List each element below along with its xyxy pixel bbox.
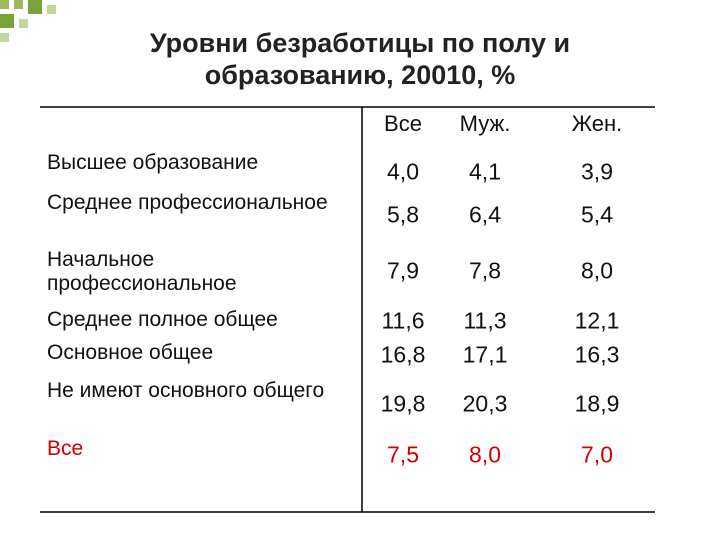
cell-value: 3,9: [581, 158, 613, 185]
cell-value: 8,0: [581, 257, 613, 284]
cell-value: 17,1: [462, 341, 508, 368]
cell-value: 4,0: [387, 158, 419, 185]
cell-value: 16,8: [380, 341, 426, 368]
cell-value: 7,0: [581, 441, 613, 468]
cell-value: 4,1: [469, 158, 501, 185]
cell-value: 18,9: [574, 390, 620, 417]
cell-value: 6,4: [469, 201, 501, 228]
cell-value: 8,0: [469, 441, 501, 468]
row-label: Среднее профессиональное: [47, 191, 328, 214]
cell-value: 20,3: [462, 390, 508, 417]
column-header: Все: [384, 111, 422, 136]
row-label: Все: [47, 437, 84, 460]
cell-value: 12,1: [574, 307, 620, 334]
row-label: Начальное профессиональное: [47, 248, 237, 295]
cell-value: 11,6: [381, 307, 425, 334]
cell-value: 5,4: [581, 201, 613, 228]
column-header: Муж.: [459, 111, 511, 136]
row-label: Высшее образование: [47, 151, 259, 174]
row-label: Среднее полное общее: [47, 308, 278, 331]
cell-value: 11,3: [463, 307, 507, 334]
cell-value: 7,8: [469, 257, 501, 284]
title-line: образованию, 20010, %: [204, 60, 516, 90]
cell-value: 5,8: [387, 201, 419, 228]
title-line: Уровни безработицы по полу и: [149, 28, 571, 58]
cell-value: 19,8: [380, 390, 426, 417]
row-label: Основное общее: [47, 341, 214, 364]
column-header: Жен.: [571, 111, 623, 136]
cell-value: 16,3: [574, 341, 620, 368]
cell-value: 7,9: [387, 257, 419, 284]
row-label: Не имеют основного общего: [47, 379, 325, 402]
cell-value: 7,5: [387, 441, 419, 468]
